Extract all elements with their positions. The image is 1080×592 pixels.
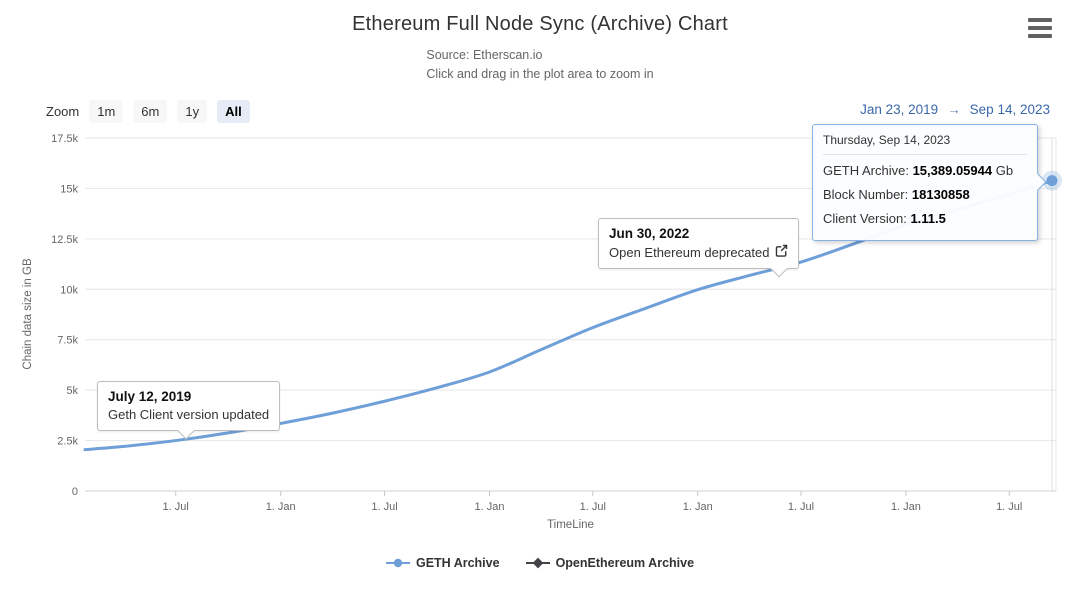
y-axis-title: Chain data size in GB	[22, 258, 34, 370]
legend-marker-circle-icon	[385, 558, 410, 568]
external-link-icon[interactable]	[775, 244, 788, 260]
tooltip-row: Client Version: 1.11.5	[823, 211, 946, 226]
range-from-input[interactable]: Jan 23, 2019	[860, 102, 939, 117]
zoom-label: Zoom	[46, 104, 80, 119]
x-tick-label: 1. Jul	[371, 501, 397, 513]
tooltip-header: Thursday, Sep 14, 2023	[823, 133, 1027, 155]
x-tick-label: 1. Jul	[788, 501, 814, 513]
zoom-button-6m[interactable]: 6m	[133, 100, 168, 123]
context-menu-icon[interactable]	[1028, 17, 1052, 39]
x-tick-label: 1. Jul	[580, 501, 606, 513]
annotation-geth-update: July 12, 2019 Geth Client version update…	[97, 381, 281, 439]
page-title: Ethereum Full Node Sync (Archive) Chart	[352, 13, 728, 35]
x-tick-label: 1. Jan	[891, 501, 921, 513]
annotation-text: Open Ethereum deprecated	[609, 244, 770, 260]
y-tick-label: 2.5k	[57, 436, 78, 448]
legend-marker-diamond-icon	[525, 557, 550, 569]
tooltip: Thursday, Sep 14, 2023 GETH Archive: 15,…	[812, 124, 1046, 241]
legend-item-openethereum-archive[interactable]: OpenEthereum Archive	[525, 556, 695, 570]
y-tick-label: 10k	[60, 284, 78, 296]
annotation-openethereum-deprecated: Jun 30, 2022 Open Ethereum deprecated	[598, 218, 800, 277]
x-tick-label: 1. Jul	[996, 501, 1022, 513]
legend-item-geth-archive[interactable]: GETH Archive	[385, 556, 500, 570]
legend-label: OpenEthereum Archive	[555, 556, 695, 570]
x-tick-label: 1. Jul	[163, 501, 189, 513]
y-tick-label: 15k	[60, 183, 78, 195]
end-point-marker[interactable]	[1046, 175, 1058, 187]
subtitle-hint: Click and drag in the plot area to zoom …	[426, 67, 654, 81]
y-tick-label: 5k	[66, 385, 78, 397]
y-tick-label: 0	[72, 486, 78, 498]
legend: GETH Archive OpenEthereum Archive	[0, 556, 1080, 570]
annotation-text: Geth Client version updated	[108, 407, 270, 422]
annotation-title: July 12, 2019	[108, 389, 192, 404]
y-tick-label: 7.5k	[57, 335, 78, 347]
y-tick-label: 17.5k	[51, 133, 78, 145]
x-tick-label: 1. Jan	[266, 501, 296, 513]
range-to-input[interactable]: Sep 14, 2023	[969, 102, 1050, 117]
zoom-button-1y[interactable]: 1y	[177, 100, 208, 123]
y-tick-label: 12.5k	[51, 234, 78, 246]
x-tick-label: 1. Jan	[683, 501, 713, 513]
legend-label: GETH Archive	[415, 556, 500, 570]
tooltip-row: GETH Archive: 15,389.05944 Gb	[823, 163, 1014, 178]
zoom-button-all[interactable]: All	[217, 100, 250, 123]
range-arrow-icon: →	[947, 102, 961, 117]
annotation-title: Jun 30, 2022	[609, 226, 690, 241]
subtitle-source: Source: Etherscan.io	[426, 48, 543, 62]
x-axis-title: TimeLine	[547, 519, 594, 531]
chart-subtitle: Source: Etherscan.io Click and drag in t…	[0, 46, 1080, 84]
zoom-button-1m[interactable]: 1m	[89, 100, 124, 123]
date-range: Jan 23, 2019 → Sep 14, 2023	[860, 102, 1050, 117]
x-tick-label: 1. Jan	[475, 501, 505, 513]
tooltip-row: Block Number: 18130858	[823, 187, 970, 202]
range-selector: Zoom 1m 6m 1y All	[46, 100, 250, 123]
